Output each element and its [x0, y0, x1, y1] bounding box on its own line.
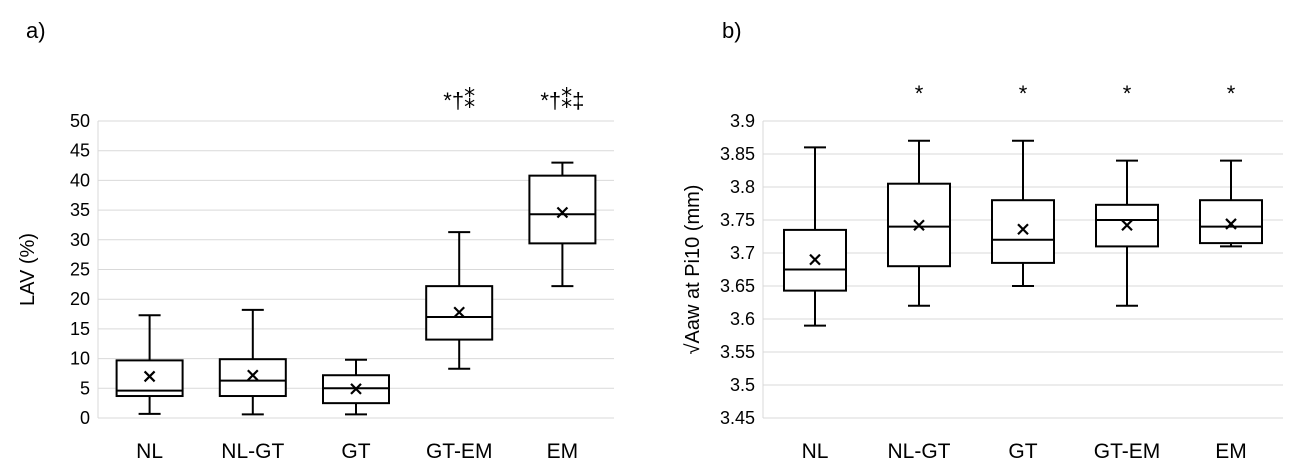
- panel-label: a): [26, 18, 46, 43]
- mean-marker: [143, 370, 156, 383]
- box-iqr: [218, 358, 287, 398]
- box-nl-gt: [218, 308, 287, 416]
- y-tick-label: 3.45: [720, 408, 755, 428]
- box-em: [528, 161, 597, 288]
- box-gt-em: [425, 231, 494, 370]
- mean-marker: [809, 253, 821, 266]
- significance-marker: *: [1123, 81, 1132, 106]
- significance-marker: *: [915, 81, 924, 106]
- category-label: GT-EM: [1094, 440, 1161, 463]
- significance-marker: *: [1227, 81, 1236, 106]
- y-tick-label: 3.85: [720, 144, 755, 164]
- y-tick-label: 35: [70, 200, 90, 220]
- mean-marker: [350, 383, 362, 395]
- y-tick-label: 20: [70, 289, 90, 309]
- category-label: NL: [802, 440, 829, 463]
- y-axis-label: LAV (%): [17, 233, 39, 306]
- y-axis-label: √Aaw at Pi10 (mm): [682, 185, 704, 355]
- category-label: GT: [341, 440, 370, 463]
- box-iqr: [991, 199, 1055, 264]
- category-label: NL: [136, 440, 163, 463]
- y-tick-label: 10: [70, 349, 90, 369]
- y-tick-label: 3.5: [730, 375, 755, 395]
- chart-panel-a: a) 0 5 10 15 20 25 30 35 40 45 50 LAV (%) NL NL-GT GT GT…: [17, 18, 614, 463]
- significance-marker: *†⁑: [443, 88, 475, 113]
- box-nl-gt: [887, 139, 951, 307]
- mean-marker: [913, 219, 925, 232]
- y-tick-label: 3.75: [720, 210, 755, 230]
- chart-panel-b: b) 3.45 3.5 3.55 3.6 3.65 3.7 3.75 3.8 3.85 3.9 √Aa…: [682, 18, 1283, 463]
- mean-marker: [1017, 223, 1029, 236]
- y-tick-label: 30: [70, 230, 90, 250]
- category-label: EM: [547, 440, 579, 463]
- y-tick-label: 3.8: [730, 177, 755, 197]
- box-gt: [322, 358, 390, 416]
- mean-marker: [1121, 219, 1133, 232]
- y-tick-label: 3.7: [730, 243, 755, 263]
- y-tick-label: 50: [70, 111, 90, 131]
- y-tick-label: 3.6: [730, 309, 755, 329]
- y-tick-label: 15: [70, 319, 90, 339]
- y-tick-label: 25: [70, 260, 90, 280]
- y-tick-label: 3.9: [730, 111, 755, 131]
- y-tick-label: 45: [70, 141, 90, 161]
- mean-marker: [556, 206, 569, 219]
- box-nl: [783, 146, 847, 327]
- significance-marker: *†⁑‡: [540, 88, 584, 113]
- box-iqr: [887, 182, 951, 268]
- category-label: GT: [1008, 440, 1037, 463]
- y-tick-label: 40: [70, 170, 90, 190]
- significance-marker: *: [1019, 81, 1028, 106]
- y-tick-label: 3.65: [720, 276, 755, 296]
- y-tick-label: 3.55: [720, 342, 755, 362]
- category-label: NL-GT: [221, 440, 284, 463]
- y-tick-label: 5: [80, 378, 90, 398]
- panel-label: b): [722, 18, 742, 43]
- box-iqr: [528, 174, 597, 245]
- box-iqr: [1199, 199, 1263, 245]
- category-label: EM: [1215, 440, 1247, 463]
- box-gt: [991, 139, 1055, 287]
- y-tick-label: 0: [80, 408, 90, 428]
- box-gt-em: [1095, 159, 1159, 307]
- mean-marker: [247, 369, 259, 382]
- category-label: GT-EM: [426, 440, 493, 463]
- category-label: NL-GT: [888, 440, 951, 463]
- mean-marker: [453, 306, 465, 319]
- box-em: [1199, 159, 1263, 248]
- box-nl: [115, 314, 184, 415]
- mean-marker: [1225, 218, 1237, 230]
